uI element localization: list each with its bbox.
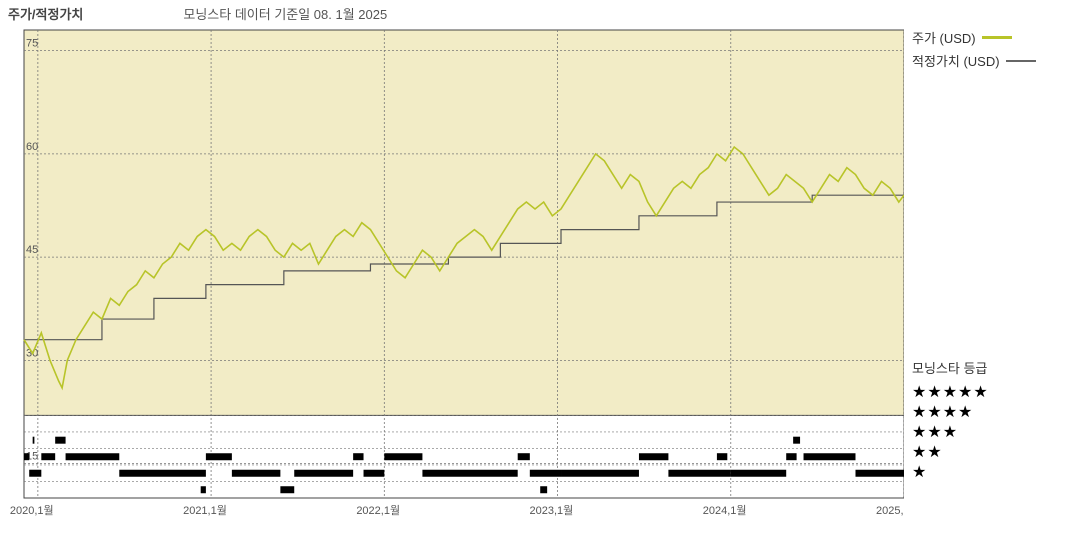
svg-text:60: 60 bbox=[26, 141, 38, 153]
svg-text:75: 75 bbox=[26, 38, 38, 50]
rating-row-3: ★★★ bbox=[912, 423, 1072, 443]
svg-text:2024,1월: 2024,1월 bbox=[703, 504, 747, 516]
svg-text:2025,1월: 2025,1월 bbox=[876, 504, 904, 516]
legend-fair-label: 적정가치 (USD) bbox=[912, 51, 1000, 70]
price-fairvalue-chart: 15304560752020,1월2021,1월2022,1월2023,1월20… bbox=[4, 26, 904, 516]
rating-row-2: ★★ bbox=[912, 443, 1072, 463]
rating-legend-title: 모닝스타 등급 bbox=[912, 358, 1072, 377]
chart-header: 주가/적정가치 모닝스타 데이터 기준일 08. 1월 2025 bbox=[0, 0, 1080, 27]
svg-text:2022,1월: 2022,1월 bbox=[356, 504, 400, 516]
legend-fair: 적정가치 (USD) bbox=[912, 51, 1072, 70]
rating-row-4: ★★★★ bbox=[912, 403, 1072, 423]
chart-subtitle: 모닝스타 데이터 기준일 08. 1월 2025 bbox=[183, 4, 387, 23]
svg-text:2023,1월: 2023,1월 bbox=[530, 504, 574, 516]
legend-price-label: 주가 (USD) bbox=[912, 28, 976, 47]
svg-text:45: 45 bbox=[26, 244, 38, 256]
legend-price: 주가 (USD) bbox=[912, 28, 1072, 47]
chart-title: 주가/적정가치 bbox=[8, 4, 83, 23]
legend-fair-swatch bbox=[1006, 60, 1036, 62]
svg-text:2020,1월: 2020,1월 bbox=[10, 504, 54, 516]
rating-row-1: ★ bbox=[912, 463, 1072, 483]
svg-text:2021,1월: 2021,1월 bbox=[183, 504, 227, 516]
rating-legend: 모닝스타 등급 ★★★★★★★★★★★★★★★ bbox=[912, 358, 1072, 483]
rating-row-5: ★★★★★ bbox=[912, 383, 1072, 403]
chart-legend: 주가 (USD) 적정가치 (USD) bbox=[912, 28, 1072, 74]
legend-price-swatch bbox=[982, 36, 1012, 39]
